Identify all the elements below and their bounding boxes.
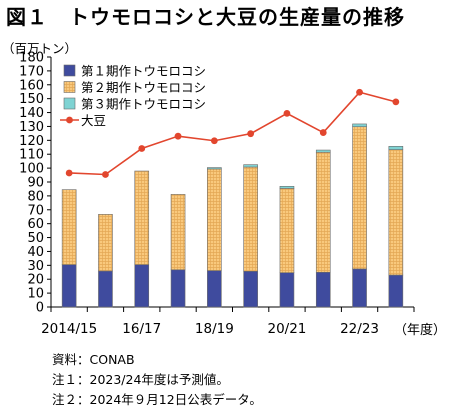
y-tick-label: 60 [27,217,44,232]
x-tick-label: 16/17 [122,321,161,337]
bar-segment-3 [207,167,222,170]
note-1: 注１：2023/24年度は予測値。 [52,372,229,387]
y-tick-label: 110 [19,148,44,163]
y-tick-label: 30 [27,259,44,274]
legend-marker [66,116,73,124]
y-tick-label: 130 [19,120,44,135]
soybean-line [69,91,397,176]
bar-segment-2 [61,189,77,265]
soybean-point [283,109,291,117]
x-tick-label: 18/19 [195,321,234,337]
y-tick-label: 150 [19,92,44,107]
bar-segment-3 [315,149,331,153]
x-tick-label: 22/23 [340,321,379,337]
bar-segment-1 [243,271,258,308]
y-tick-label: 180 [19,51,44,66]
soybean-point [102,171,109,178]
bar-segment-1 [388,274,404,308]
bar-segment-1 [315,271,331,308]
note-2: 注２：2024年９月12日公表データ。 [52,392,262,407]
note-source: 資料：CONAB [52,352,135,367]
y-tick-label: 0 [36,301,44,316]
bar-segment-2 [243,166,258,272]
y-tick-label: 90 [27,176,44,191]
soybean-point [247,130,255,138]
bar-segment-3 [388,146,404,150]
legend-label: 第３期作トウモロコシ [81,97,206,112]
bar-segment-1 [170,269,186,308]
bar-segment-2 [170,194,186,271]
plot-area: 0102030405060708090100110120130140150160… [19,51,415,337]
x-tick-label: 20/21 [267,321,306,337]
bar-segment-2 [134,170,150,265]
y-tick-label: 10 [27,287,44,302]
y-tick-label: 80 [27,189,44,204]
bar-segment-1 [61,264,77,308]
soybean-point [65,169,73,177]
soybean-point [138,145,146,152]
y-tick-label: 20 [27,273,44,288]
y-tick-label: 70 [27,203,44,218]
y-tick-label: 40 [27,245,44,260]
bar-segment-1 [134,264,150,308]
y-tick-label: 100 [19,162,44,177]
bar-segment-2 [315,151,331,273]
legend-label: 第２期作トウモロコシ [81,80,206,95]
legend-label: 大豆 [81,113,106,128]
y-axis-unit: （百万トン） [2,41,77,56]
bar-segment-3 [243,164,258,168]
legend-swatch [63,64,76,77]
y-tick-label: 170 [19,64,44,79]
bar-segment-2 [388,149,404,276]
bar-segment-2 [279,188,295,273]
legend-label: 第１期作トウモロコシ [81,64,206,79]
bar-segment-2 [207,168,222,271]
y-tick-label: 160 [19,78,44,93]
bar-segment-1 [279,272,295,308]
chart-title: 図１ トウモロコシと大豆の生産量の推移 [6,5,405,29]
y-tick-label: 120 [19,134,44,149]
soybean-point [392,98,400,106]
bar-segment-3 [279,186,295,189]
bar-segment-1 [98,270,113,308]
x-axis-unit: （年度） [394,322,446,338]
y-tick-label: 140 [19,106,44,121]
soybean-point [356,88,363,96]
bar-segment-2 [98,214,113,272]
y-tick-label: 50 [27,231,44,246]
soybean-point [210,137,218,145]
bar-segment-3 [352,123,367,128]
x-tick-label: 2014/15 [41,321,97,337]
bar-segment-2 [352,126,367,270]
legend-swatch [63,97,76,110]
legend-swatch [63,81,76,93]
soybean-point [319,129,327,136]
bar-segment-1 [207,270,222,308]
bar-segment-1 [352,268,367,308]
soybean-point [174,132,182,140]
